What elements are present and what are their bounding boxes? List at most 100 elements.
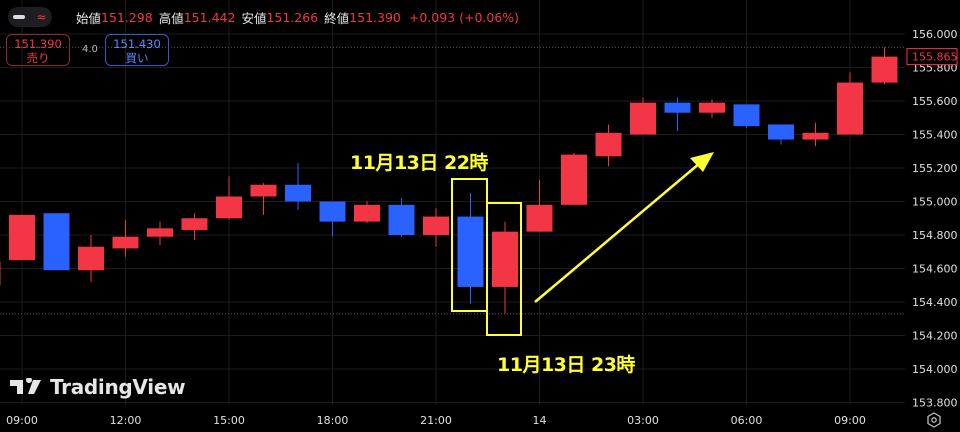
high-value: 151.442 (183, 9, 236, 25)
buy-label: 買い (125, 51, 149, 65)
last-price-label: 155.865 (912, 51, 958, 64)
candle-body (630, 102, 656, 135)
time-axis[interactable]: 09:00 12:00 15:00 18:00 21:00 14 03:00 06:00 09:… (6, 414, 866, 427)
low-label: 安値 (241, 10, 267, 26)
candle-body (147, 228, 173, 237)
candle-body (837, 82, 863, 135)
candle-body (0, 261, 1, 286)
close-label: 終値 (324, 10, 350, 26)
candle (733, 104, 760, 128)
annotations (451, 152, 714, 336)
buy-button[interactable]: 151.430 買い (105, 34, 169, 66)
candle (388, 198, 415, 237)
time-tick-label: 14 (533, 414, 547, 427)
candle-body (43, 213, 70, 271)
candle-body (181, 218, 208, 230)
sell-price: 151.390 (14, 37, 62, 51)
price-tick-label: 154.000 (912, 363, 958, 376)
price-tick-label: 154.600 (912, 263, 958, 276)
candle-body (354, 204, 380, 222)
price-tick-label: 155.200 (912, 162, 958, 175)
open-value: 151.298 (101, 9, 153, 25)
candle-body (699, 102, 725, 113)
time-tick-label: 09:00 (6, 414, 38, 427)
candle-body (871, 56, 898, 83)
last-price-box (906, 48, 958, 66)
time-tick-label: 09:00 (834, 414, 866, 427)
candle (837, 72, 863, 135)
tradingview-icon (10, 378, 41, 394)
time-tick-label: 06:00 (731, 414, 763, 427)
candle-body (802, 132, 829, 140)
candle-body (78, 246, 104, 271)
close-value: 151.390 (349, 9, 401, 25)
candle-body (561, 154, 587, 205)
candle-body (768, 124, 794, 140)
time-tick-label: 15:00 (213, 414, 245, 427)
price-tick-label: 154.200 (912, 330, 958, 343)
candle (492, 221, 518, 314)
candle (664, 97, 691, 132)
candle-body (526, 204, 553, 232)
candle (0, 261, 1, 286)
candle (871, 47, 898, 85)
candle (699, 99, 725, 118)
open-label: 始値 (76, 10, 102, 26)
candle (526, 179, 553, 232)
candle-body (285, 184, 311, 202)
candles (0, 47, 898, 314)
spread-value: 4.0 (82, 44, 98, 55)
candle (561, 152, 587, 205)
price-tick-label: 155.400 (912, 129, 958, 142)
price-tick-label: 153.800 (912, 397, 958, 410)
candle-body (492, 231, 518, 287)
candle (423, 208, 449, 247)
trend-arrow-line (534, 162, 701, 303)
candle (181, 213, 208, 241)
settings-icon[interactable] (925, 411, 943, 429)
legend-toggle[interactable]: ≈ (8, 7, 52, 27)
candle (354, 201, 380, 224)
candle (147, 221, 173, 246)
candle-body (319, 201, 346, 222)
candle (595, 124, 622, 167)
sell-button[interactable]: 151.390 売り (6, 34, 70, 66)
price-tick-label: 155.600 (912, 95, 958, 108)
time-tick-label: 18:00 (317, 414, 349, 427)
candle (216, 176, 242, 220)
candle (78, 235, 104, 282)
tradingview-logo[interactable]: TradingView (10, 375, 186, 399)
price-tick-label: 155.000 (912, 196, 958, 209)
annotation-23h: 11月13日 23時 (497, 354, 635, 376)
price-tick-label: 154.400 (912, 296, 958, 309)
candle (319, 201, 346, 237)
candle-body (457, 216, 484, 287)
time-tick-label: 21:00 (420, 414, 452, 427)
candle (457, 193, 484, 304)
time-tick-label: 12:00 (110, 414, 142, 427)
candle-body (733, 104, 760, 127)
arrow-head-icon (690, 152, 714, 172)
candle-body (595, 132, 622, 157)
candle (250, 183, 277, 215)
candle-body (9, 214, 35, 261)
minus-icon (13, 15, 26, 19)
candle-body (112, 236, 139, 249)
candle (802, 122, 829, 147)
price-axis[interactable]: 156.000155.800155.600155.400155.200155.0… (906, 28, 958, 410)
candle (285, 162, 311, 210)
candle (43, 213, 70, 271)
candle-body (664, 102, 691, 113)
candle-body (216, 196, 242, 219)
candle (768, 124, 794, 145)
change-value: +0.093 (+0.06%) (408, 9, 520, 25)
brand-name: TradingView (50, 375, 186, 399)
candle-body (423, 216, 449, 235)
price-tick-label: 156.000 (912, 28, 958, 41)
annotation-22h: 11月13日 22時 (350, 152, 488, 174)
candle (9, 214, 35, 261)
high-label: 高値 (158, 10, 184, 26)
low-value: 151.266 (266, 9, 319, 25)
candle (630, 97, 656, 135)
